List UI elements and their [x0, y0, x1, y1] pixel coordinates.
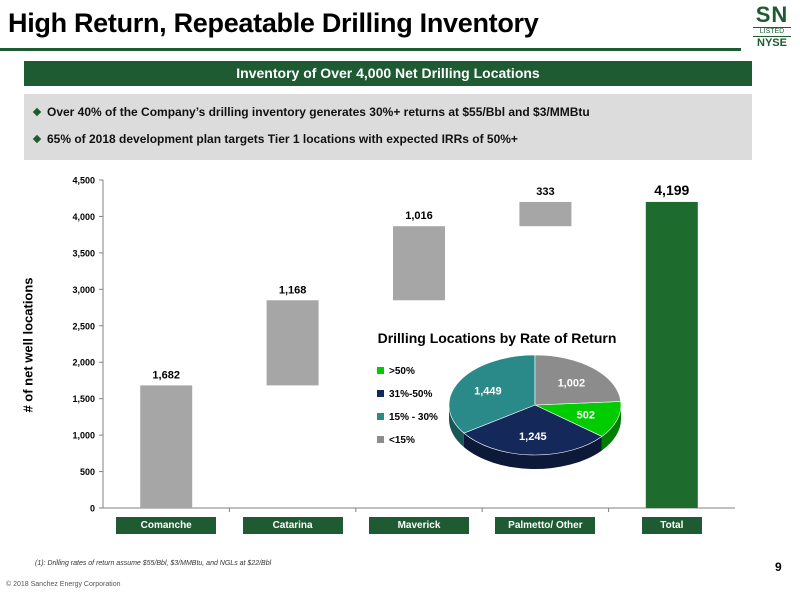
pie-value-label: 1,449 [474, 386, 502, 398]
bar-segment [519, 201, 572, 227]
category-label: Comanche [116, 517, 217, 534]
pie-slice [463, 404, 603, 456]
y-tick-label: 2,500 [72, 321, 95, 331]
legend-swatch [377, 390, 384, 397]
bullet-text: 65% of 2018 development plan targets Tie… [47, 132, 518, 146]
pie-slice-side [463, 433, 602, 469]
legend-swatch [377, 367, 384, 374]
pie-slice [448, 354, 536, 434]
pie-slice [534, 354, 622, 406]
bar-value-label: 4,199 [654, 182, 689, 198]
legend-swatch [377, 413, 384, 420]
bar-value-label: 1,016 [405, 210, 433, 222]
y-tick-label: 4,500 [72, 176, 95, 186]
pie-slice-side [601, 405, 621, 451]
y-tick-label: 2,000 [72, 358, 95, 368]
pie-slice-side [449, 405, 464, 448]
logo-listed: LISTED [753, 27, 791, 37]
y-tick-label: 500 [80, 467, 95, 477]
bar-segment [393, 226, 445, 301]
logo-exchange: NYSE [757, 37, 787, 49]
pie-title: Drilling Locations by Rate of Return [378, 330, 617, 346]
section-banner: Inventory of Over 4,000 Net Drilling Loc… [24, 61, 752, 86]
company-logo: SN LISTED NYSE [748, 2, 796, 49]
legend-swatch [377, 436, 384, 443]
y-tick-label: 4,000 [72, 212, 95, 222]
category-label: Palmetto/ Other [495, 517, 596, 534]
y-tick-label: 3,500 [72, 248, 95, 258]
logo-ticker: SN [755, 2, 789, 27]
bar-total [645, 201, 698, 508]
category-label: Total [641, 517, 702, 534]
bullet-text: Over 40% of the Company’s drilling inven… [47, 105, 590, 119]
legend-label: >50% [389, 366, 415, 377]
category-label: Maverick [369, 517, 469, 534]
footnote: (1): Drilling rates of return assume $55… [35, 560, 272, 567]
page-number: 9 [775, 560, 782, 574]
bar-segment [140, 385, 193, 508]
pie-value-label: 1,002 [558, 377, 586, 389]
bar-value-label: 333 [536, 186, 554, 198]
y-tick-label: 1,000 [72, 431, 95, 441]
pie-value-label: 502 [577, 409, 595, 421]
bullet-panel: Over 40% of the Company’s drilling inven… [24, 94, 752, 160]
legend-label: 31%-50% [389, 389, 432, 400]
bullet-item: 65% of 2018 development plan targets Tie… [32, 132, 518, 146]
y-tick-label: 1,500 [72, 394, 95, 404]
legend-label: <15% [389, 435, 415, 446]
title-rule [0, 48, 741, 51]
pie-value-label: 1,245 [519, 431, 547, 443]
page-title: High Return, Repeatable Drilling Invento… [8, 8, 539, 38]
pie-slice [534, 401, 622, 437]
bullet-item: Over 40% of the Company’s drilling inven… [32, 105, 590, 119]
y-tick-label: 0 [90, 504, 95, 514]
y-tick-label: 3,000 [72, 285, 95, 295]
bar-value-label: 1,168 [279, 284, 307, 296]
legend-label: 15% - 30% [389, 412, 438, 423]
copyright: © 2018 Sanchez Energy Corporation [6, 581, 121, 588]
bar-value-label: 1,682 [152, 369, 180, 381]
bar-segment [266, 300, 319, 386]
category-label: Catarina [242, 517, 343, 534]
